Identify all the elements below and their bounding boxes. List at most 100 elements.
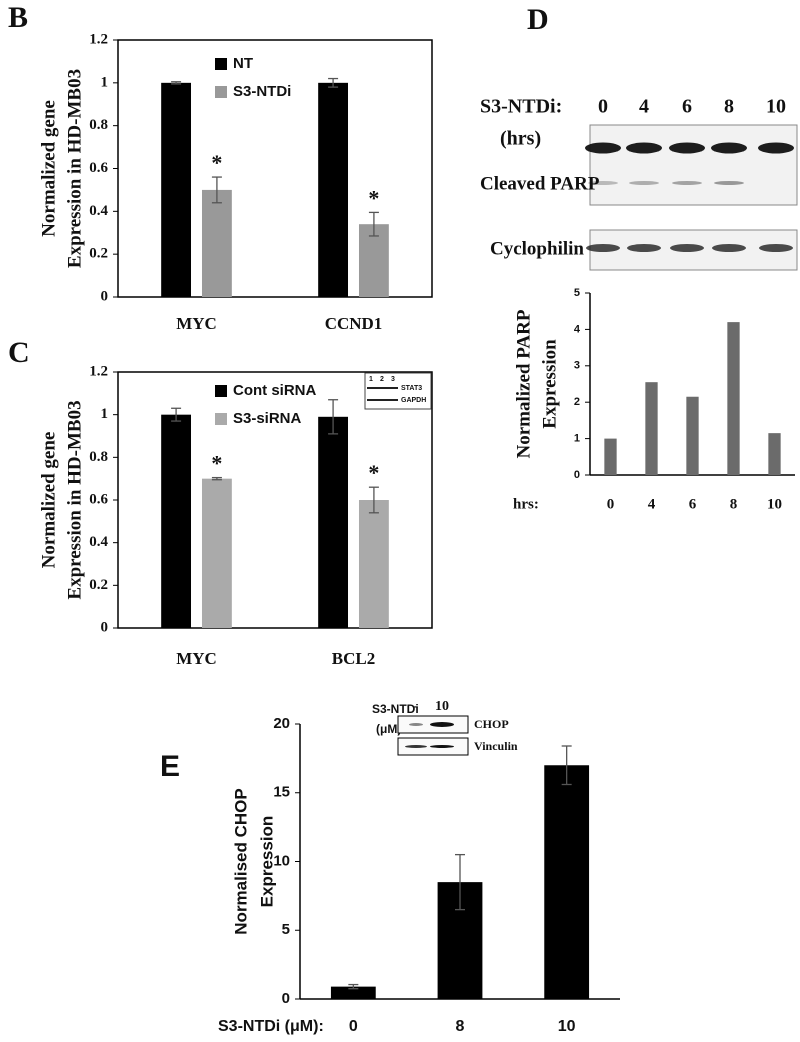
y-tick-label: 0 (101, 288, 109, 304)
blot-band (588, 181, 618, 185)
x-axis-label: hrs: (513, 496, 539, 512)
y-tick-label: 20 (273, 715, 290, 732)
bar (358, 500, 389, 628)
blot-band (714, 181, 744, 185)
blot-band (670, 244, 704, 252)
inset-unit: (μM) (376, 722, 401, 736)
significance-label: * (211, 451, 222, 476)
blot-band (586, 244, 620, 252)
error-bar (455, 853, 465, 911)
panel-label: D (527, 3, 549, 36)
blot-band (711, 142, 747, 154)
y-axis-label: Normalized gene (38, 100, 59, 237)
y-tick-label: 0.2 (89, 246, 108, 262)
error-bar (211, 476, 222, 481)
x-tick-label: 0 (349, 1018, 358, 1035)
y-tick-label: 1 (101, 74, 109, 90)
y-tick-label: 1 (101, 406, 109, 422)
bar (727, 322, 740, 475)
y-tick-label: 0.2 (89, 577, 108, 593)
panel-label: B (8, 1, 28, 34)
significance-label: * (368, 460, 379, 485)
significance-label: * (368, 185, 379, 210)
y-tick-label: 5 (574, 287, 580, 299)
legend-label: S3-NTDi (233, 83, 291, 100)
y-tick-label: 1 (574, 433, 580, 445)
y-tick-label: 0 (574, 469, 580, 481)
y-tick-label: 4 (574, 323, 581, 335)
blot-lane-label: 10 (766, 96, 786, 118)
y-axis-label: Normalised CHOP (231, 788, 250, 934)
legend-swatch (215, 86, 227, 98)
bar (604, 438, 617, 475)
y-axis-label: Expression in HD-MB03 (64, 400, 85, 599)
y-tick-label: 0.4 (89, 203, 108, 219)
blot-band (629, 181, 659, 185)
bar (318, 416, 349, 628)
blot-band (409, 723, 423, 726)
y-axis-label: Normalized gene (38, 432, 59, 569)
inset-lane: 10 (435, 699, 449, 714)
inset-treatment: S3-NTDi (372, 702, 419, 716)
inset-band-label: STAT3 (401, 385, 422, 392)
x-tick-label: 4 (648, 496, 656, 512)
y-tick-label: 1.2 (89, 31, 108, 47)
legend-label: NT (233, 55, 253, 72)
bar (544, 765, 590, 999)
blot-lane-label: 6 (682, 96, 692, 118)
blot-band (758, 142, 794, 154)
y-tick-label: 2 (574, 396, 580, 408)
x-tick-label: 10 (767, 496, 782, 512)
error-bar (348, 983, 359, 990)
y-tick-label: 5 (282, 921, 290, 938)
blot-band (759, 244, 793, 252)
x-tick-label: CCND1 (325, 314, 383, 333)
x-tick-label: 6 (689, 496, 697, 512)
x-tick-label: 8 (730, 496, 738, 512)
y-tick-label: 1.2 (89, 363, 108, 379)
blot-band (430, 745, 454, 748)
y-tick-label: 0 (282, 990, 290, 1007)
error-bar (328, 77, 339, 88)
bar (330, 986, 376, 999)
y-tick-label: 0 (101, 619, 109, 635)
y-tick-label: 10 (273, 852, 290, 869)
error-bar (328, 399, 339, 435)
x-axis-label: S3-NTDi (μM): (218, 1018, 324, 1035)
significance-label: * (211, 150, 222, 175)
y-tick-label: 0.8 (89, 117, 108, 133)
blot-row (586, 244, 793, 252)
legend-label: S3-siRNA (233, 410, 302, 427)
inset-lane: 3 (391, 376, 395, 383)
legend-swatch (215, 58, 227, 70)
inset-lane: 2 (380, 376, 384, 383)
x-tick-label: 8 (456, 1018, 465, 1035)
blot-lane-label: 4 (639, 96, 649, 118)
inset-lane: - (414, 699, 419, 714)
error-bar (211, 176, 222, 204)
inset-band-label: GAPDH (401, 397, 426, 404)
inset-lane: 1 (369, 376, 373, 383)
blot-row (405, 745, 454, 748)
bar (768, 433, 781, 475)
x-tick-label: MYC (176, 649, 217, 668)
bar (161, 82, 192, 297)
bar (686, 396, 699, 475)
inset-band-label: Vinculin (474, 739, 518, 753)
y-tick-label: 0.4 (89, 534, 108, 550)
blot-band (627, 244, 661, 252)
error-bar (171, 81, 182, 85)
y-axis-label: Expression in HD-MB03 (64, 69, 85, 268)
legend-label: Cont siRNA (233, 382, 316, 399)
inset-band-label: CHOP (474, 717, 509, 731)
y-tick-label: 0.8 (89, 449, 108, 465)
blot-treatment: S3-NTDi: (480, 96, 562, 118)
blot-band (712, 244, 746, 252)
y-tick-label: 0.6 (89, 491, 108, 507)
blot-frame (589, 124, 798, 206)
panel-label: C (8, 336, 30, 369)
legend-swatch (215, 413, 227, 425)
blot-band (405, 745, 427, 748)
error-bar (368, 486, 379, 514)
